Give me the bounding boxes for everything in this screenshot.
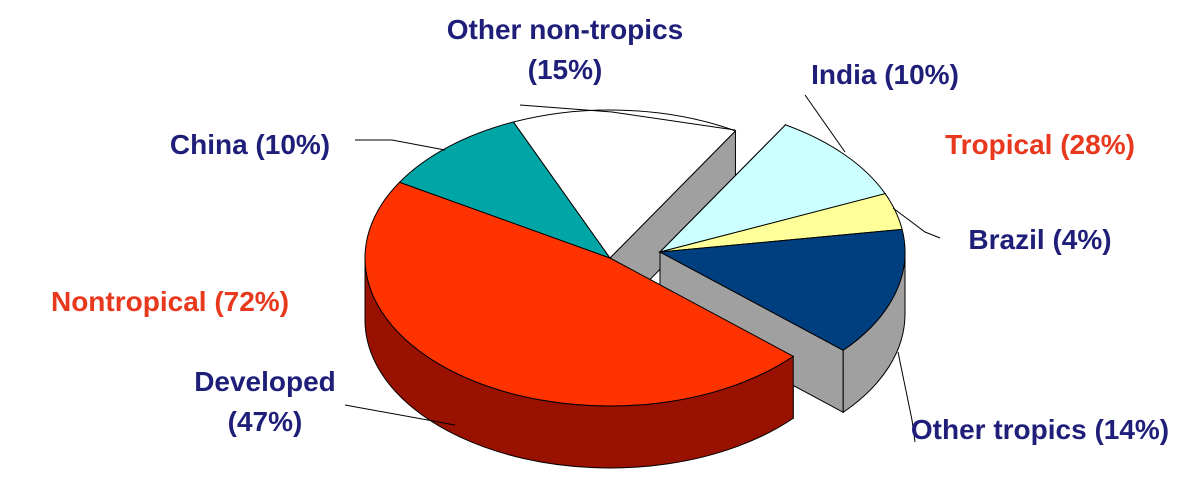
slice-label: Other tropics (14%) <box>910 414 1170 445</box>
leader-line <box>355 139 446 151</box>
group-label: Tropical (28%) <box>945 129 1135 160</box>
leader-line <box>897 351 916 443</box>
slice <box>512 109 737 259</box>
slice-label: Other non-tropics (15%) <box>446 14 684 85</box>
leader-line <box>804 94 846 153</box>
slice-label: Brazil (4%) <box>968 224 1112 255</box>
slice-label: Developed (47%) <box>194 366 336 437</box>
slice-label: China (10%) <box>169 129 331 160</box>
leader-line <box>892 207 941 239</box>
leader-line <box>519 104 736 131</box>
slice-label: India (10%) <box>811 59 959 90</box>
slice <box>658 228 906 351</box>
slice <box>398 121 612 260</box>
leader-line <box>344 404 456 426</box>
group-label: Nontropical (72%) <box>50 286 290 317</box>
slice <box>364 181 795 407</box>
slice <box>658 124 887 253</box>
